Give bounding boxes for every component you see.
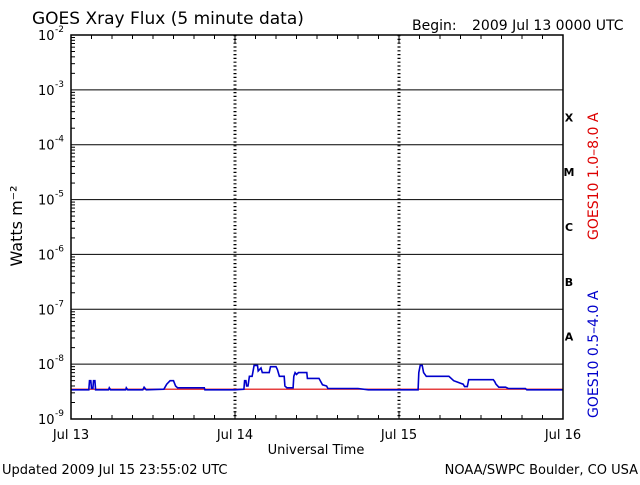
x-tick-label: Jul 15	[380, 428, 417, 443]
y-tick-label: 10	[38, 358, 55, 373]
y-tick-exponent: -3	[55, 80, 64, 90]
y-tick-exponent: -5	[55, 190, 64, 200]
updated-timestamp: Updated 2009 Jul 15 23:55:02 UTC	[2, 463, 227, 478]
y-tick-label: 10	[38, 139, 55, 154]
y-tick-exponent: -6	[55, 244, 64, 254]
y-axis-label: Watts m⁻²	[7, 185, 26, 266]
legend-series-2: GOES10 0.5–4.0 A	[586, 290, 602, 418]
x-tick-label: Jul 13	[52, 428, 89, 443]
x-tick-labels: Jul 13 Jul 14 Jul 15 Jul 16	[52, 428, 581, 443]
begin-value: 2009 Jul 13 0000 UTC	[472, 18, 624, 34]
flare-class-b: B	[565, 276, 573, 289]
begin-label: Begin:	[412, 18, 457, 34]
series-line-2	[71, 364, 563, 391]
chart-title: GOES Xray Flux (5 minute data)	[32, 9, 304, 29]
y-tick-exponent: -7	[55, 299, 64, 309]
flare-class-x: X	[565, 111, 574, 124]
series-group	[71, 364, 563, 391]
y-tick-exponent: -4	[55, 135, 64, 145]
y-tick-label: 10	[38, 248, 55, 263]
y-tick-exponent: -9	[55, 409, 64, 419]
legend-series-1: GOES10 1.0–8.0 A	[586, 112, 602, 240]
y-tick-label: 10	[38, 303, 55, 318]
x-tick-label: Jul 14	[216, 428, 253, 443]
y-tick-exponent: -8	[55, 354, 64, 364]
y-tick-exponent: -2	[55, 25, 64, 35]
flare-class-labels: A B C M X	[564, 111, 575, 343]
x-axis-label: Universal Time	[268, 443, 365, 458]
plot-frame	[70, 34, 564, 420]
source-credit: NOAA/SWPC Boulder, CO USA	[445, 463, 638, 478]
y-tick-label: 10	[38, 194, 55, 209]
y-tick-label: 10	[38, 413, 55, 428]
flare-class-c: C	[565, 221, 573, 234]
y-tick-labels: 10-910-810-710-610-510-410-310-2	[38, 25, 64, 428]
flare-class-m: M	[564, 166, 575, 179]
grid	[70, 35, 564, 419]
flare-class-a: A	[565, 331, 574, 344]
y-tick-label: 10	[38, 29, 55, 44]
y-tick-label: 10	[38, 84, 55, 99]
x-tick-label: Jul 16	[544, 428, 581, 443]
